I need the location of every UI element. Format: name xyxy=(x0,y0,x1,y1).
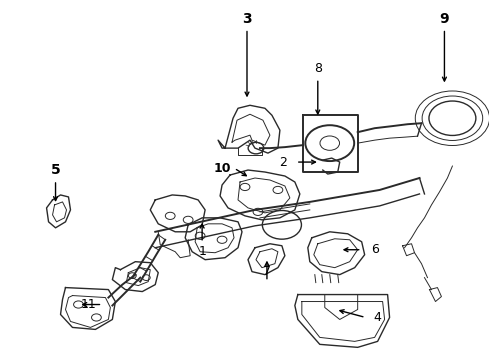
Text: 5: 5 xyxy=(50,163,60,177)
Text: 6: 6 xyxy=(371,243,379,256)
Text: 1: 1 xyxy=(198,245,206,258)
Text: 8: 8 xyxy=(314,62,322,75)
Text: 11: 11 xyxy=(80,298,97,311)
Text: 10: 10 xyxy=(213,162,231,175)
Text: 2: 2 xyxy=(279,156,287,168)
Text: 9: 9 xyxy=(440,12,449,26)
Text: 4: 4 xyxy=(374,311,382,324)
Text: 7: 7 xyxy=(263,265,271,278)
Text: 3: 3 xyxy=(242,12,252,26)
